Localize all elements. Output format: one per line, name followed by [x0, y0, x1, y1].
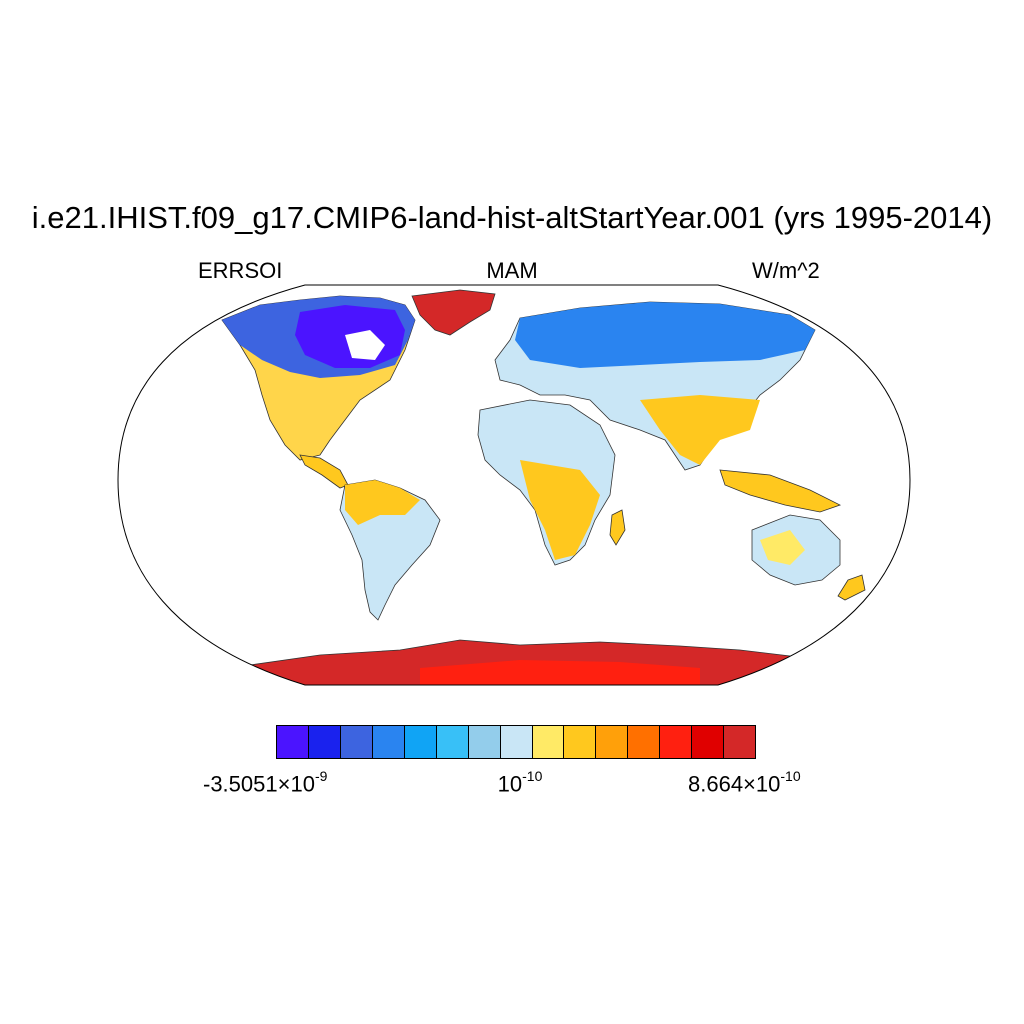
- eurasia-north-cold: [515, 302, 815, 368]
- southeast-asia: [719, 469, 842, 513]
- colorbar-swatch: [436, 726, 469, 758]
- colorbar-swatch: [724, 726, 756, 758]
- plot-title: i.e21.IHIST.f09_g17.CMIP6-land-hist-altS…: [31, 200, 993, 235]
- madagascar: [609, 509, 626, 546]
- colorbar-swatch: [500, 726, 533, 758]
- colorbar-swatch: [404, 726, 437, 758]
- colorbar-swatch: [628, 726, 661, 758]
- colorbar-swatch: [692, 726, 725, 758]
- season-label: MAM: [486, 258, 538, 283]
- south-asia-warm: [640, 395, 760, 465]
- colorbar: [276, 725, 756, 759]
- colorbar-mid-label: 10-10: [497, 768, 543, 797]
- hudson-bay: [345, 330, 385, 360]
- colorbar-swatch: [468, 726, 501, 758]
- central-america: [299, 454, 349, 489]
- south-america-warm: [345, 480, 420, 525]
- colorbar-swatch: [277, 726, 309, 758]
- colorbar-min-label: -3.5051×10-9: [203, 768, 328, 797]
- colorbar-swatch: [532, 726, 565, 758]
- africa-warm: [520, 460, 600, 560]
- colorbar-swatch: [308, 726, 341, 758]
- colorbar-swatch: [340, 726, 373, 758]
- australia-warm: [760, 530, 805, 565]
- colorbar-swatch: [564, 726, 597, 758]
- new-zealand: [837, 574, 866, 601]
- greenland: [411, 289, 496, 336]
- antarctica-core: [420, 660, 700, 685]
- colorbar-swatch: [660, 726, 693, 758]
- units-label: W/m^2: [752, 258, 820, 283]
- variable-label: ERRSOI: [198, 258, 283, 283]
- colorbar-swatch: [372, 726, 405, 758]
- colorbar-max-label: 8.664×10-10: [688, 768, 801, 797]
- colorbar-swatch: [596, 726, 629, 758]
